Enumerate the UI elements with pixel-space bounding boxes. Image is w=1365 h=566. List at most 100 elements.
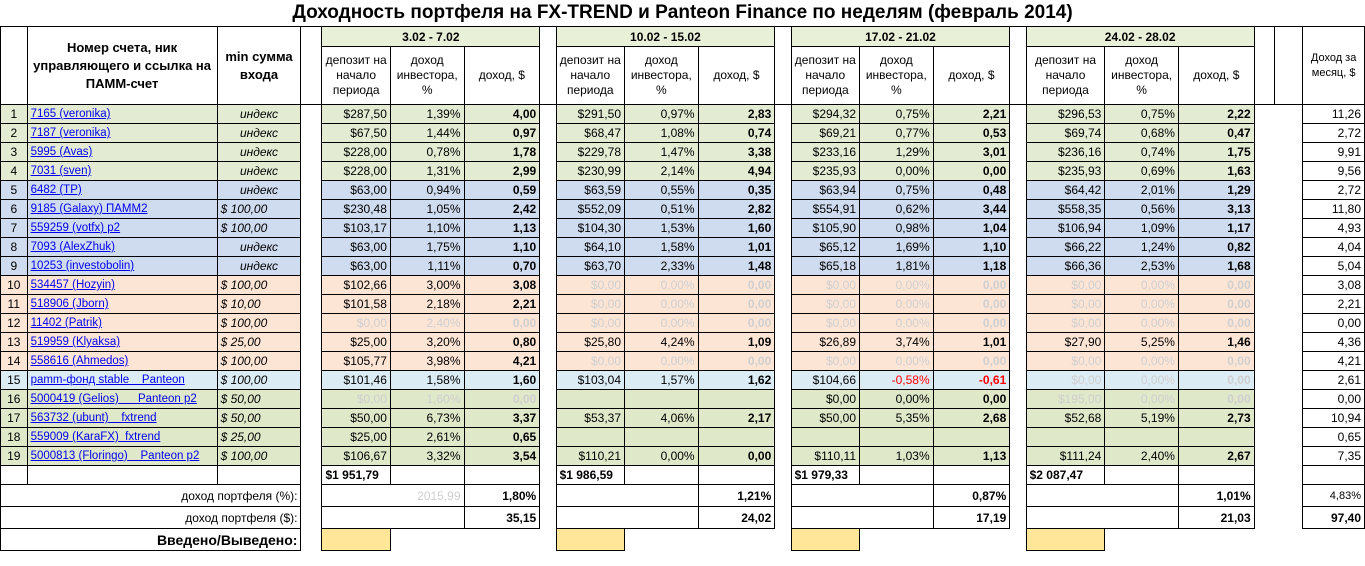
investor-percent: 0,00%	[859, 275, 934, 295]
deposit-value: $230,48	[321, 199, 391, 219]
account-link[interactable]: 7165 (veronika)	[30, 108, 111, 120]
portfolio-percent-label: доход портфеля (%):	[0, 484, 302, 507]
account-cell: 518906 (Jborn)	[26, 294, 218, 314]
spacer	[774, 389, 792, 409]
spacer	[300, 332, 322, 352]
account-link[interactable]: 559009 (KaraFX) fxtrend	[30, 431, 161, 443]
spacer	[1274, 218, 1303, 238]
income-value: 0,00	[1177, 294, 1255, 314]
spacer	[1254, 351, 1275, 371]
spacer	[774, 446, 792, 466]
income-value: 1,10	[463, 237, 541, 257]
investor-percent: 1,53%	[624, 218, 699, 238]
income-value: 1,17	[1177, 218, 1255, 238]
row-number: 4	[0, 161, 28, 181]
investor-percent: 2,33%	[624, 256, 699, 276]
spacer	[1274, 199, 1303, 219]
spacer	[539, 408, 557, 428]
account-link[interactable]: 559259 (votfx) p2	[30, 222, 121, 234]
deposit-value: $50,00	[790, 408, 861, 428]
min-entry: $ 25,00	[216, 427, 302, 447]
table-row: 11 518906 (Jborn) $ 10,00 $101,58 2,18% 2,21 $…	[0, 294, 1365, 314]
portfolio-table: Номер счета, ник управляющего и ссылка н…	[0, 26, 1365, 551]
income-value: 0,65	[463, 427, 541, 447]
min-entry: индекс	[216, 161, 302, 181]
income-header: доход, $	[932, 46, 1011, 105]
month-income-header: Доход за месяц, $	[1302, 26, 1365, 105]
account-link[interactable]: 5000419 (Gelios) Panteon p2	[30, 393, 197, 405]
spacer	[539, 123, 557, 143]
account-link[interactable]: 11402 (Patrik)	[30, 317, 102, 329]
investor-percent: 0,56%	[1104, 199, 1179, 219]
income-value: 0,00	[463, 389, 541, 409]
spacer	[1254, 389, 1275, 409]
investor-percent: 1,39%	[389, 104, 465, 124]
account-link[interactable]: 563732 (ubunt) fxtrend	[30, 412, 157, 424]
deposit-value	[1025, 427, 1106, 447]
account-link[interactable]: 534457 (Hozyin)	[30, 279, 115, 291]
spacer	[300, 446, 322, 466]
income-header: доход, $	[463, 46, 541, 105]
investor-percent: 1,11%	[389, 256, 465, 276]
deposit-value: $0,00	[555, 351, 626, 371]
deposit-value: $554,91	[790, 199, 861, 219]
income-value	[932, 427, 1011, 447]
deposit-value	[555, 427, 626, 447]
deposit-withdraw-input[interactable]	[321, 528, 391, 551]
account-cell: 519959 (Klyaksa)	[26, 332, 218, 352]
deposit-value: $0,00	[1025, 313, 1106, 333]
deposit-value: $27,90	[1025, 332, 1106, 352]
spacer	[1009, 408, 1027, 428]
spacer	[300, 389, 322, 409]
investor-percent	[624, 427, 699, 447]
deposit-withdraw-input[interactable]	[790, 528, 861, 551]
spacer	[1254, 370, 1275, 390]
deposit-total: $1 986,59	[555, 465, 626, 485]
spacer	[1274, 465, 1303, 485]
account-link[interactable]: 6482 (TP)	[30, 184, 82, 196]
table-row: 16 5000419 (Gelios) Panteon p2 $ 50,00 $0,0…	[0, 389, 1365, 409]
week-1-header: 3.02 - 7.02	[321, 26, 541, 47]
account-link[interactable]: 5995 (Avas)	[30, 146, 93, 158]
spacer	[300, 104, 322, 124]
account-link[interactable]: 7187 (veronika)	[30, 127, 111, 139]
investor-percent: 1,58%	[624, 237, 699, 257]
account-link[interactable]: 10253 (investobolin)	[30, 260, 135, 272]
account-cell: pamm-фонд stable Panteon	[26, 370, 218, 390]
min-entry: $ 100,00	[216, 275, 302, 295]
spacer	[1274, 446, 1303, 466]
row-number: 16	[0, 389, 28, 409]
account-link[interactable]: 7031 (sven)	[30, 165, 92, 177]
spacer	[1254, 427, 1275, 447]
account-link[interactable]: 518906 (Jborn)	[30, 298, 109, 310]
income-value: 1,78	[463, 142, 541, 162]
deposit-withdraw-input[interactable]	[555, 528, 626, 551]
spacer	[539, 465, 557, 485]
account-link[interactable]: 7093 (AlexZhuk)	[30, 241, 115, 253]
deposit-value: $26,89	[790, 332, 861, 352]
spacer	[1274, 161, 1303, 181]
account-link[interactable]: 5000813 (Floringo) Panteon p2	[30, 450, 200, 462]
account-cell: 5000813 (Floringo) Panteon p2	[26, 446, 218, 466]
account-link[interactable]: 558616 (Ahmedos)	[30, 355, 129, 367]
table-row: 10 534457 (Hozyin) $ 100,00 $102,66 3,00% 3,0…	[0, 275, 1365, 295]
deposit-value: $228,00	[321, 142, 391, 162]
account-link[interactable]: 519959 (Klyaksa)	[30, 336, 121, 348]
income-header: доход, $	[1177, 46, 1255, 105]
spacer	[300, 506, 322, 529]
income-value: 0,00	[932, 161, 1011, 181]
portfolio-percent: 0,87%	[932, 484, 1011, 507]
deposit-value: $0,00	[1025, 370, 1106, 390]
spacer	[1274, 506, 1303, 529]
spacer	[774, 237, 792, 257]
account-link[interactable]: pamm-фонд stable Panteon	[30, 374, 185, 386]
table-row: 18 559009 (KaraFX) fxtrend $ 25,00 $25,00 2,…	[0, 427, 1365, 447]
deposit-withdraw-input[interactable]	[1025, 528, 1106, 551]
deposit-value: $66,22	[1025, 237, 1106, 257]
spacer	[1274, 313, 1303, 333]
deposit-header: депозит на начало периода	[790, 46, 861, 105]
table-row: 19 5000813 (Floringo) Panteon p2 $ 100,00 $…	[0, 446, 1365, 466]
min-entry: индекс	[216, 237, 302, 257]
account-link[interactable]: 9185 (Galaxy) ПАММ2	[30, 203, 148, 215]
spacer	[1009, 484, 1027, 507]
